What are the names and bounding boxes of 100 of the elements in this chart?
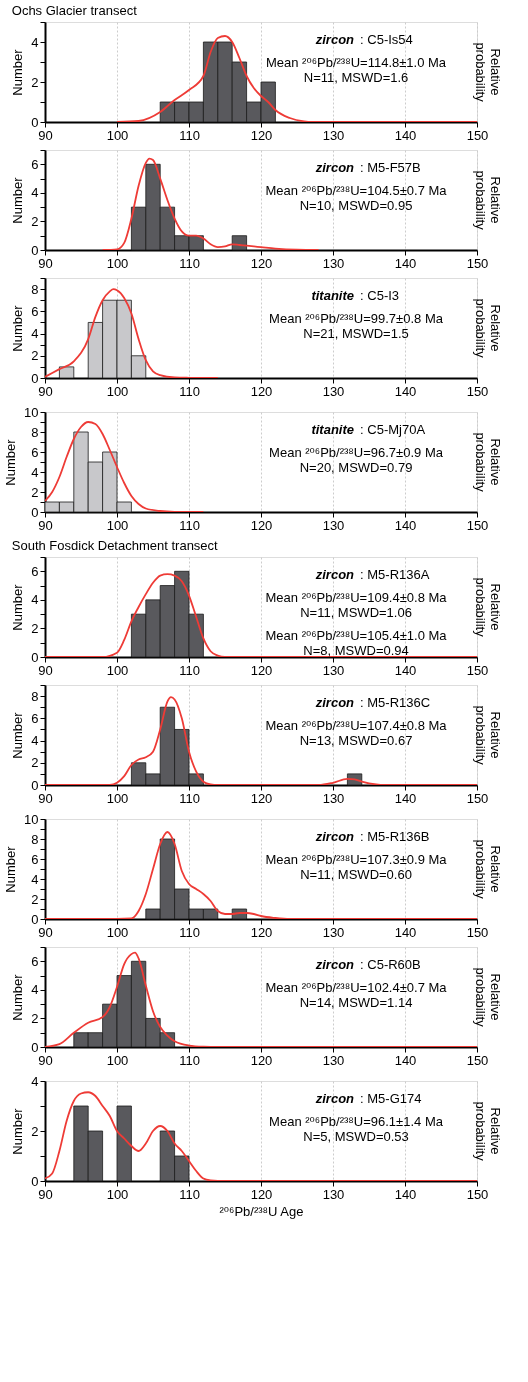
y2-axis-title: Relative probability [473, 1101, 503, 1162]
x-tick-label: 130 [322, 1052, 345, 1068]
annotation: zircon [314, 829, 355, 844]
annotation: : M5-R136B [360, 829, 430, 844]
line-series [45, 288, 219, 378]
y-tick-label: 2 [31, 1123, 39, 1139]
x-tick-label: 90 [38, 517, 53, 533]
x-tick-label: 120 [250, 383, 273, 399]
x-tick-label: 150 [466, 1186, 489, 1202]
x-axis-title: ²⁰⁶Pb/²³⁸U Age [219, 1203, 304, 1219]
annotation: N=8, MSWD=0.94 [303, 643, 409, 658]
y-axis-title: Number [10, 711, 26, 759]
y-tick-label: 6 [31, 563, 39, 579]
annotation: : M5-R136C [360, 695, 431, 710]
x-tick-label: 130 [322, 1186, 345, 1202]
x-tick-label: 110 [179, 1186, 200, 1202]
x-tick-label: 140 [394, 790, 417, 806]
x-tick-label: 90 [38, 662, 53, 678]
x-tick-label: 90 [38, 383, 53, 399]
annotation: zircon [314, 1091, 355, 1106]
x-tick-label: 100 [106, 127, 129, 143]
y-tick-label: 4 [31, 326, 39, 342]
y2-axis-title: Relative probability [473, 839, 503, 900]
annotation: zircon [314, 957, 355, 972]
y-tick-label: 6 [31, 444, 39, 460]
x-tick-label: 110 [179, 127, 200, 143]
y-tick-label: 10 [24, 404, 39, 420]
x-tick-label: 130 [322, 127, 345, 143]
x-tick-label: 110 [179, 1052, 200, 1068]
y2-axis-title: Relative probability [473, 967, 503, 1028]
x-tick-label: 100 [106, 383, 129, 399]
y-tick-label: 2 [31, 755, 39, 771]
y-tick-label: 8 [31, 281, 39, 297]
chart-title: Ochs Glacier transect [11, 2, 138, 18]
x-tick-label: 100 [106, 790, 129, 806]
y-axis-title: Number [10, 583, 26, 631]
y-tick-label: 8 [31, 831, 39, 847]
y-tick-label: 2 [31, 348, 39, 364]
y-tick-label: 4 [31, 34, 39, 50]
x-tick-label: 110 [179, 924, 200, 940]
x-tick-label: 130 [322, 517, 345, 533]
annotation: Mean ²⁰⁶Pb/²³⁸U=114.8±1.0 Ma [265, 55, 447, 70]
x-tick-label: 120 [250, 1052, 273, 1068]
x-tick-label: 140 [394, 383, 417, 399]
x-tick-label: 120 [250, 924, 273, 940]
x-tick-label: 100 [106, 1052, 129, 1068]
x-tick-label: 140 [394, 127, 417, 143]
annotation: N=21, MSWD=1.5 [303, 326, 409, 341]
y2-axis-title: Relative probability [473, 170, 503, 231]
y-tick-label: 8 [31, 688, 39, 704]
x-tick-label: 150 [466, 255, 489, 271]
x-tick-label: 90 [38, 790, 53, 806]
y-tick-label: 4 [31, 1073, 39, 1089]
x-tick-label: 90 [38, 924, 53, 940]
annotation: N=5, MSWD=0.53 [303, 1129, 409, 1144]
y-tick-label: 6 [31, 303, 39, 319]
y-tick-label: 6 [31, 156, 39, 172]
y-tick-label: 6 [31, 710, 39, 726]
y-tick-label: 4 [31, 733, 39, 749]
x-tick-label: 110 [179, 517, 200, 533]
x-tick-label: 130 [322, 924, 345, 940]
x-tick-label: 130 [322, 255, 345, 271]
y2-axis-title: Relative probability [473, 432, 503, 493]
annotation: N=10, MSWD=0.95 [299, 198, 413, 213]
annotation: : M5-F57B [360, 160, 421, 175]
x-tick-label: 120 [250, 662, 273, 678]
y-axis-title: Number [10, 973, 26, 1021]
x-tick-label: 110 [179, 662, 200, 678]
y-tick-label: 2 [31, 484, 39, 500]
y-tick-label: 8 [31, 424, 39, 440]
annotation: titanite [311, 422, 355, 437]
annotation: : M5-G174 [360, 1091, 422, 1106]
annotation: N=11, MSWD=1.6 [303, 70, 409, 85]
annotation: : C5-R60B [360, 957, 421, 972]
annotation: Mean ²⁰⁶Pb/²³⁸U=107.3±0.9 Ma [265, 852, 448, 867]
x-tick-label: 90 [38, 127, 53, 143]
y-axis-title: Number [10, 176, 26, 224]
x-tick-label: 100 [106, 924, 129, 940]
x-tick-label: 130 [322, 790, 345, 806]
x-tick-label: 140 [394, 924, 417, 940]
x-tick-label: 90 [38, 1186, 53, 1202]
annotation: : C5-Mj70A [360, 422, 426, 437]
annotation: zircon [314, 695, 355, 710]
annotation: Mean ²⁰⁶Pb/²³⁸U=102.4±0.7 Ma [265, 980, 448, 995]
x-tick-label: 150 [466, 924, 489, 940]
x-tick-label: 120 [250, 255, 273, 271]
x-tick-label: 140 [394, 1052, 417, 1068]
x-tick-label: 150 [466, 517, 489, 533]
annotation: zircon [314, 567, 355, 582]
annotation: Mean ²⁰⁶Pb/²³⁸U=109.4±0.8 Ma [265, 590, 448, 605]
x-tick-label: 140 [394, 255, 417, 271]
x-tick-label: 150 [466, 383, 489, 399]
annotation: N=11, MSWD=1.06 [300, 605, 412, 620]
x-tick-label: 100 [106, 1186, 129, 1202]
x-tick-label: 120 [250, 1186, 273, 1202]
annotation: N=14, MSWD=1.14 [299, 995, 413, 1010]
x-tick-label: 140 [394, 662, 417, 678]
annotation: N=20, MSWD=0.79 [299, 460, 413, 475]
annotation: Mean ²⁰⁶Pb/²³⁸U=96.7±0.9 Ma [269, 445, 444, 460]
y-tick-label: 0 [31, 911, 39, 927]
